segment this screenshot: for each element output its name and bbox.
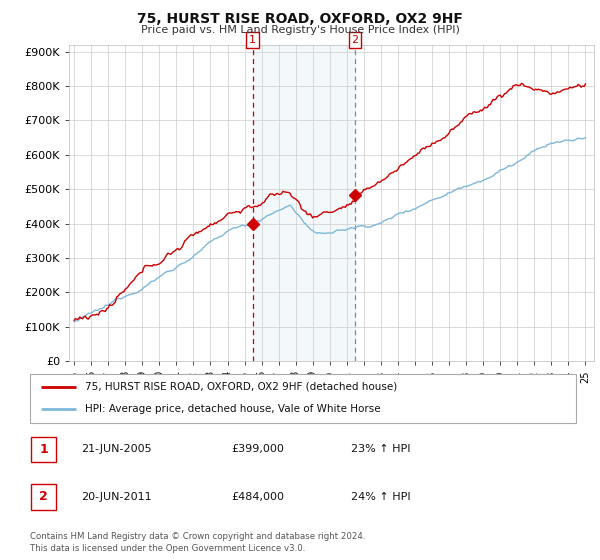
Text: Contains HM Land Registry data © Crown copyright and database right 2024.
This d: Contains HM Land Registry data © Crown c…: [30, 533, 365, 553]
Text: HPI: Average price, detached house, Vale of White Horse: HPI: Average price, detached house, Vale…: [85, 404, 380, 414]
Text: 21-JUN-2005: 21-JUN-2005: [81, 445, 152, 454]
Text: 20-JUN-2011: 20-JUN-2011: [81, 492, 152, 502]
Text: £399,000: £399,000: [231, 445, 284, 454]
Text: 2: 2: [351, 35, 358, 45]
Text: Price paid vs. HM Land Registry's House Price Index (HPI): Price paid vs. HM Land Registry's House …: [140, 25, 460, 35]
Text: 1: 1: [249, 35, 256, 45]
Text: 24% ↑ HPI: 24% ↑ HPI: [351, 492, 410, 502]
FancyBboxPatch shape: [31, 484, 56, 510]
Text: 75, HURST RISE ROAD, OXFORD, OX2 9HF: 75, HURST RISE ROAD, OXFORD, OX2 9HF: [137, 12, 463, 26]
Text: £484,000: £484,000: [231, 492, 284, 502]
Text: 1: 1: [39, 443, 48, 456]
Text: 2: 2: [39, 491, 48, 503]
FancyBboxPatch shape: [30, 374, 576, 423]
FancyBboxPatch shape: [31, 437, 56, 462]
Bar: [253, 45, 355, 361]
Text: 23% ↑ HPI: 23% ↑ HPI: [351, 445, 410, 454]
Text: 75, HURST RISE ROAD, OXFORD, OX2 9HF (detached house): 75, HURST RISE ROAD, OXFORD, OX2 9HF (de…: [85, 382, 397, 392]
